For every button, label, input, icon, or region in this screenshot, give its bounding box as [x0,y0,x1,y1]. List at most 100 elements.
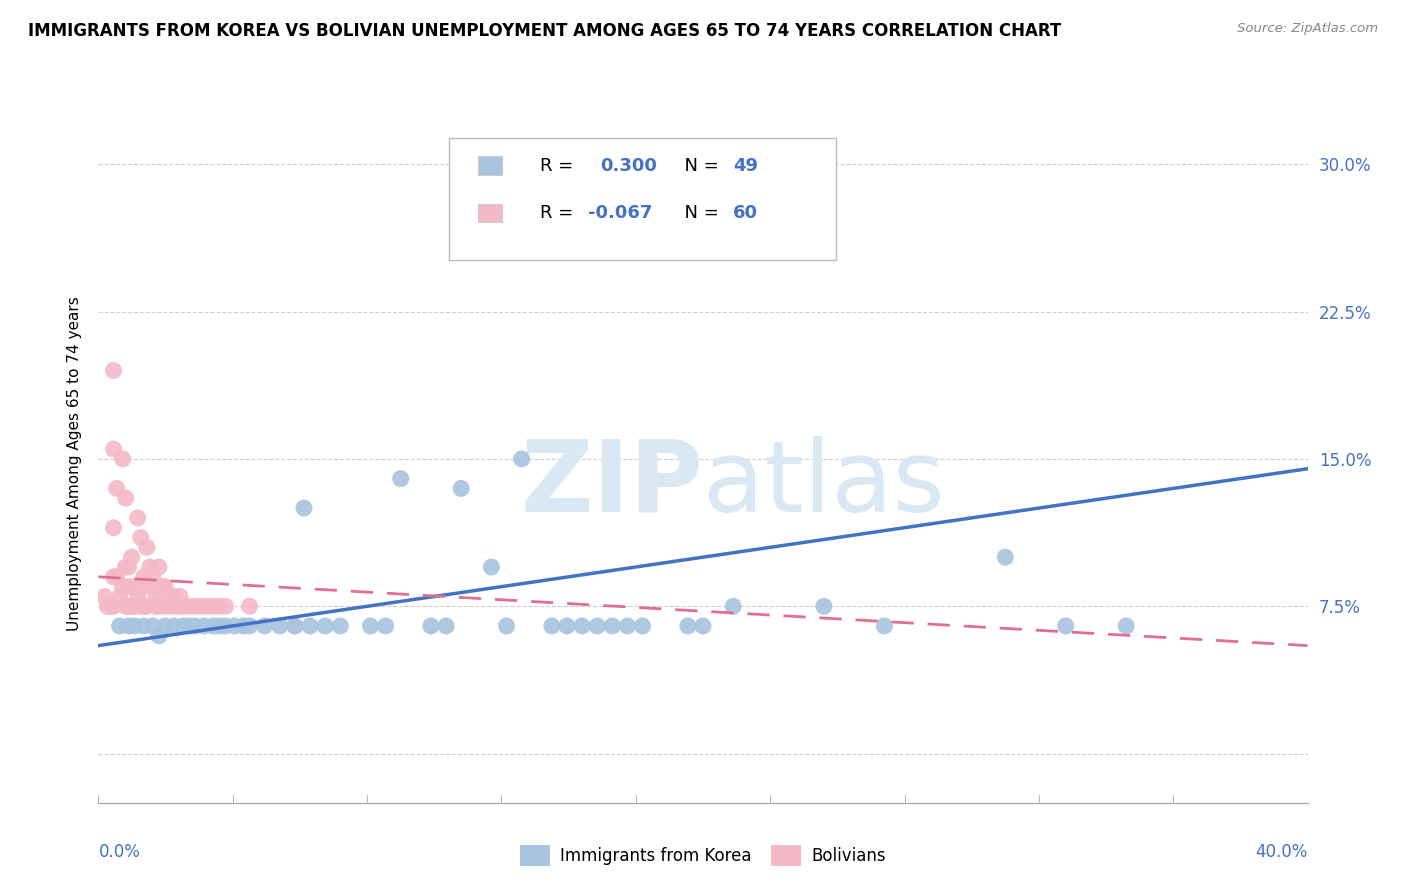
Point [269,619,291,633]
Y-axis label: Unemployment Among Ages 65 to 74 years: Unemployment Among Ages 65 to 74 years [66,296,82,632]
Point [93,590,115,604]
Point [103,363,125,377]
Point [602,619,624,633]
Point [195,599,218,614]
Point [142,570,165,584]
Point [232,619,254,633]
Point [169,590,191,604]
Point [121,599,143,614]
Point [111,451,134,466]
Point [118,599,141,614]
Point [239,599,262,614]
Text: R =: R = [540,204,579,222]
Text: 0.0%: 0.0% [98,844,141,862]
Point [571,619,593,633]
Point [114,560,136,574]
Point [132,570,155,584]
FancyBboxPatch shape [478,156,502,175]
Point [103,570,125,584]
Legend: Immigrants from Korea, Bolivians: Immigrants from Korea, Bolivians [513,838,893,872]
Point [127,590,149,604]
Text: -0.067: -0.067 [588,204,652,222]
Point [118,580,141,594]
Point [118,619,141,633]
Point [163,590,186,604]
Text: atlas: atlas [703,435,945,533]
Point [139,560,162,574]
Point [127,511,149,525]
Point [111,580,134,594]
Point [145,590,167,604]
Point [202,619,225,633]
Point [153,580,176,594]
Point [96,599,118,614]
Point [160,599,183,614]
Point [103,521,125,535]
Point [190,599,212,614]
Point [721,599,744,614]
Text: N =: N = [672,204,724,222]
Point [124,580,146,594]
Point [253,619,276,633]
Point [314,619,336,633]
Point [132,619,155,633]
Point [100,599,122,614]
Point [360,619,382,633]
Point [434,619,457,633]
Point [129,531,152,545]
Point [329,619,352,633]
Point [184,599,207,614]
Point [586,619,609,633]
Text: IMMIGRANTS FROM KOREA VS BOLIVIAN UNEMPLOYMENT AMONG AGES 65 TO 74 YEARS CORRELA: IMMIGRANTS FROM KOREA VS BOLIVIAN UNEMPL… [28,22,1062,40]
Point [118,599,141,614]
Point [873,619,896,633]
FancyBboxPatch shape [478,204,502,222]
Point [156,590,179,604]
Point [135,541,157,555]
Point [148,599,170,614]
Point [172,619,194,633]
Point [118,560,141,574]
Point [284,619,307,633]
Point [108,590,131,604]
Point [374,619,396,633]
Point [145,599,167,614]
Point [103,442,125,456]
Point [177,619,201,633]
Point [124,599,146,614]
Point [224,619,246,633]
Point [202,599,225,614]
Point [239,619,262,633]
Point [172,599,194,614]
Point [118,599,141,614]
Point [114,491,136,506]
Point [510,451,533,466]
Point [540,619,562,633]
Text: 0.300: 0.300 [600,157,657,175]
Point [813,599,835,614]
Point [631,619,654,633]
Point [1115,619,1137,633]
Point [114,599,136,614]
Point [994,550,1017,565]
Point [135,599,157,614]
Point [184,619,207,633]
Point [616,619,638,633]
Point [148,560,170,574]
Point [389,472,412,486]
Point [166,599,188,614]
Point [177,599,201,614]
Point [108,619,131,633]
Point [450,482,472,496]
Point [153,599,176,614]
Point [676,619,699,633]
Point [495,619,517,633]
Point [150,580,173,594]
Point [481,560,503,574]
Point [193,619,215,633]
Point [284,619,307,633]
Point [129,599,152,614]
FancyBboxPatch shape [449,138,837,260]
Point [105,570,128,584]
Point [1054,619,1077,633]
